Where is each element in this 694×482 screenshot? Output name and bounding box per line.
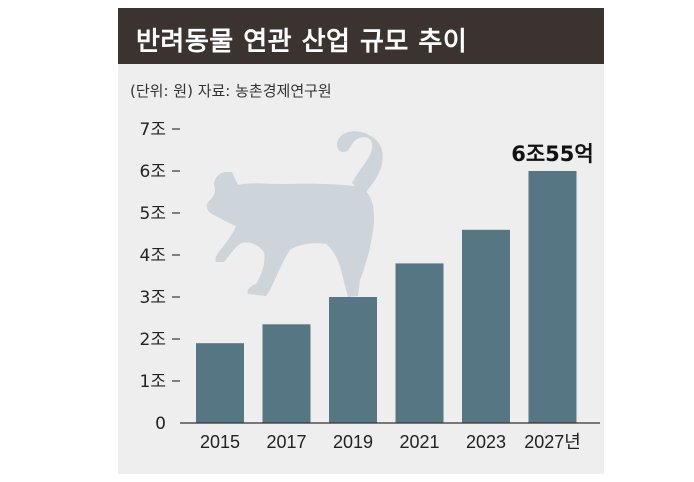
y-tick-label: 5조 bbox=[140, 204, 166, 224]
bar bbox=[462, 229, 510, 423]
x-axis: 2015 2017 2019 2021 2023 2027년 bbox=[180, 422, 600, 452]
y-tick-label: 7조 bbox=[140, 120, 166, 140]
y-tick-label: 0 bbox=[155, 414, 166, 434]
annotations: 6조55억 bbox=[511, 142, 593, 166]
x-tick-label: 2015 bbox=[200, 432, 240, 452]
x-tick-label: 2021 bbox=[399, 432, 439, 452]
x-tick-label: 2023 bbox=[466, 432, 506, 452]
x-tick-label: 2027년 bbox=[524, 432, 581, 452]
y-tick-label: 1조 bbox=[140, 372, 166, 392]
x-tick-label: 2017 bbox=[266, 432, 306, 452]
bar bbox=[395, 263, 444, 423]
y-tick-label: 4조 bbox=[140, 246, 166, 266]
cat-silhouette-icon bbox=[206, 131, 383, 297]
chart-title: 반려동물 연관 산업 규모 추이 bbox=[136, 27, 468, 57]
chart-subtitle: (단위: 원) 자료: 농촌경제연구원 bbox=[130, 82, 332, 100]
value-annotation: 6조55억 bbox=[511, 142, 593, 166]
bars bbox=[196, 171, 577, 423]
bar bbox=[196, 343, 244, 423]
title-bar: 반려동물 연관 산업 규모 추이 bbox=[118, 8, 604, 64]
x-tick-label: 2019 bbox=[333, 432, 373, 452]
bar bbox=[528, 171, 577, 423]
y-tick-label: 2조 bbox=[140, 330, 166, 350]
bar bbox=[262, 324, 311, 423]
y-tick-label: 6조 bbox=[140, 162, 166, 182]
y-axis: 0 1조 2조 3조 4조 5조 6조 7조 bbox=[140, 120, 180, 434]
y-tick-label: 3조 bbox=[140, 288, 166, 308]
bar bbox=[329, 297, 377, 423]
